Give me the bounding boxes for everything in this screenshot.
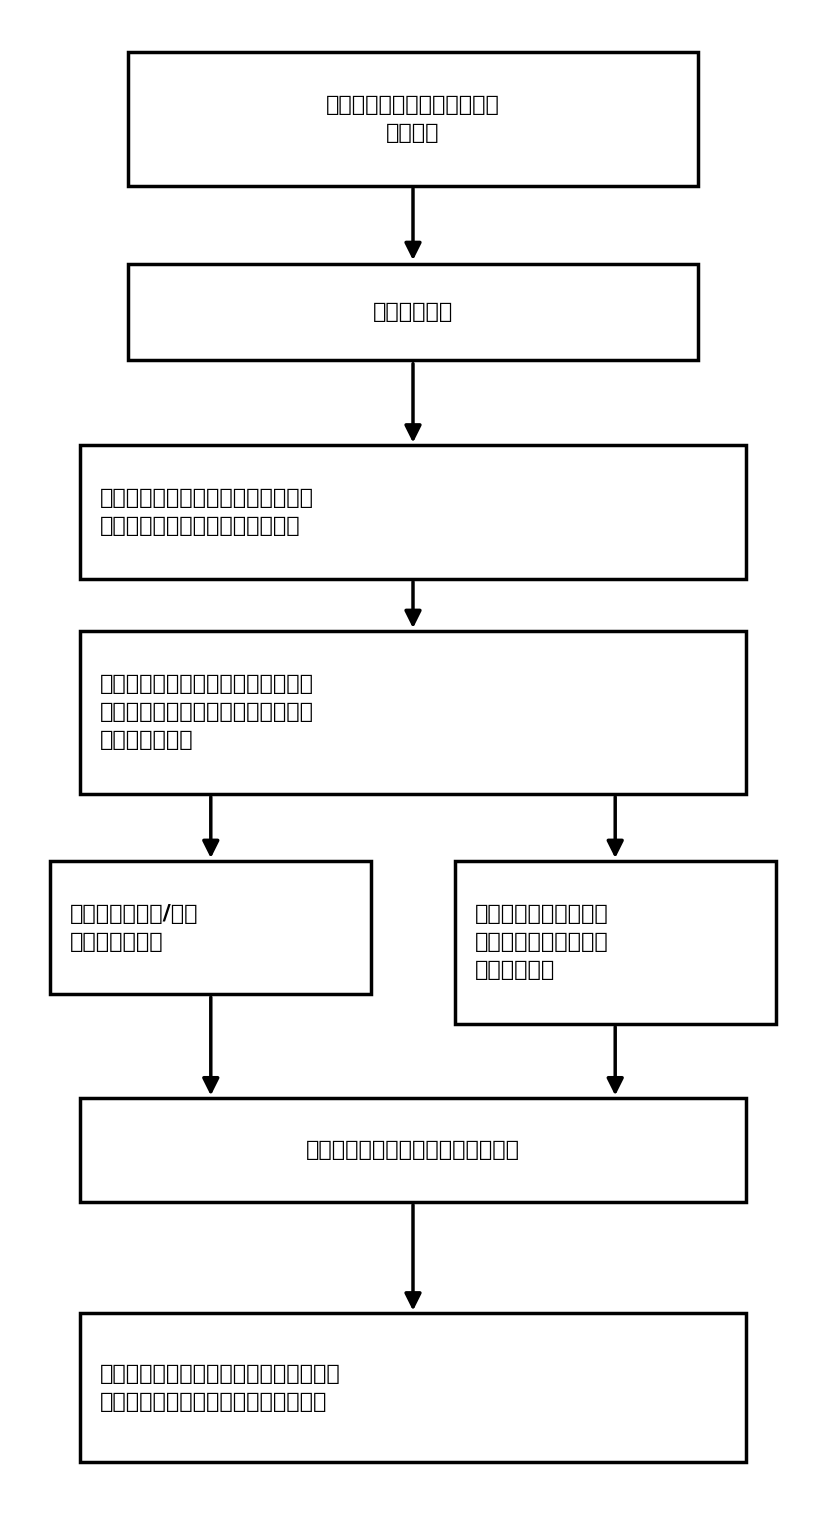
- Bar: [454, 861, 776, 1023]
- Text: 确定多周期干扰/参考
信号的各个幅值: 确定多周期干扰/参考 信号的各个幅值: [70, 904, 198, 952]
- Bar: [127, 53, 699, 186]
- Text: 建立电机伺服系统的误差状态
空间模型: 建立电机伺服系统的误差状态 空间模型: [326, 95, 500, 142]
- Bar: [50, 861, 372, 995]
- Bar: [80, 1098, 746, 1202]
- Bar: [80, 445, 746, 578]
- Text: 离散多周期滑模重复控制器参数整定: 离散多周期滑模重复控制器参数整定: [306, 1140, 520, 1160]
- Bar: [80, 631, 746, 793]
- Text: 将当前的控制变量作为被控伺服系统的控
制命令，使伺服系统跟随参考信号变化: 将当前的控制变量作为被控伺服系统的控 制命令，使伺服系统跟随参考信号变化: [100, 1364, 340, 1411]
- Bar: [80, 1313, 746, 1463]
- Text: 根据周期等效干扰，构造带多周期干
扰差分补偿项的离散无切换趋近律: 根据周期等效干扰，构造带多周期干 扰差分补偿项的离散无切换趋近律: [100, 488, 314, 536]
- Text: 确定绝对收敛层、单调
减区域、稳态误差带边
界及收敛步数: 确定绝对收敛层、单调 减区域、稳态误差带边 界及收敛步数: [474, 904, 608, 981]
- Text: 选取切换函数: 选取切换函数: [373, 301, 453, 322]
- Text: 根据带多周期干扰差分补偿项的离散
无切换趋近律构造离散多周期滑模重
复控制器的模型: 根据带多周期干扰差分补偿项的离散 无切换趋近律构造离散多周期滑模重 复控制器的模…: [100, 675, 314, 751]
- Bar: [127, 263, 699, 360]
